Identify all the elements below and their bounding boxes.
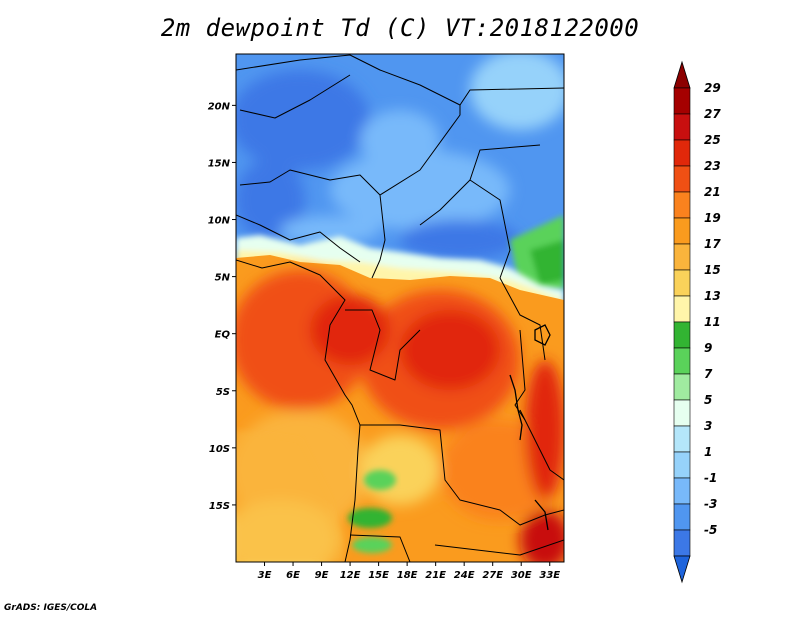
dewpoint-field <box>236 54 564 562</box>
colorbar-label-25: 25 <box>704 133 721 147</box>
lat-tick-label-15S: 15S <box>209 501 230 512</box>
colorbar-swatch-19 <box>673 217 691 245</box>
colorbar-label-19: 19 <box>704 211 721 225</box>
lat-tick-label-5N: 5N <box>215 273 231 284</box>
map-title: 2m dewpoint Td (C) VT:2018122000 <box>160 14 640 42</box>
colorbar-label-5: 5 <box>704 393 712 407</box>
colorbar-label-17: 17 <box>704 237 721 251</box>
colorbar-swatch-25 <box>673 139 691 167</box>
lon-tick-label-12E: 12E <box>340 570 361 581</box>
lat-tick-label-20N: 20N <box>208 101 231 112</box>
lon-tick-label-33E: 33E <box>539 570 560 581</box>
lon-tick-label-24E: 24E <box>454 570 475 581</box>
colorbar-swatch--5 <box>673 529 691 557</box>
colorbar-label-11: 11 <box>704 315 721 329</box>
colorbar-label-9: 9 <box>704 341 712 355</box>
colorbar-swatch-17 <box>673 243 691 271</box>
latitude-axis: 20N 15N 10N 5N EQ 5S 10S 15S <box>208 101 236 512</box>
lon-tick-label-3E: 3E <box>258 570 272 581</box>
colorbar-swatch-5 <box>673 399 691 427</box>
colorbar-bottom-arrow <box>673 555 691 584</box>
longitude-axis: 3E 6E 9E 12E 15E 18E 21E 24E 27E 30E 33E <box>258 562 560 581</box>
colorbar-swatch-21 <box>673 191 691 219</box>
lon-tick-label-30E: 30E <box>511 570 532 581</box>
colorbar-label-27: 27 <box>704 107 721 121</box>
colorbar-top-arrow <box>673 60 691 89</box>
lat-tick-label-15N: 15N <box>208 158 231 169</box>
colorbar-label-23: 23 <box>704 159 721 173</box>
lon-tick-label-15E: 15E <box>368 570 389 581</box>
grads-credit: GrADS: IGES/COLA <box>4 603 98 613</box>
colorbar-label-1: 1 <box>704 445 712 459</box>
colorbar-label-7: 7 <box>704 367 713 381</box>
colorbar-swatch-9 <box>673 347 691 375</box>
colorbar-label--1: -1 <box>704 471 717 485</box>
lat-tick-label-EQ: EQ <box>215 330 231 341</box>
lat-tick-label-5S: 5S <box>216 387 230 398</box>
colorbar-label-21: 21 <box>704 185 721 199</box>
colorbar-label--3: -3 <box>704 497 717 511</box>
colorbar: 29 27 25 23 21 19 17 15 13 11 9 7 5 3 1 -1 -3 -5 <box>673 60 721 584</box>
colorbar-swatch-3 <box>673 425 691 453</box>
colorbar-swatch--1 <box>673 477 691 505</box>
colorbar-swatch-15 <box>673 269 691 297</box>
lon-tick-label-18E: 18E <box>397 570 418 581</box>
colorbar-label-29: 29 <box>704 81 721 95</box>
lon-tick-label-21E: 21E <box>425 570 446 581</box>
colorbar-swatch-29 <box>673 87 691 115</box>
colorbar-swatch--3 <box>673 503 691 531</box>
colorbar-swatch-1 <box>673 451 691 479</box>
lat-tick-label-10N: 10N <box>208 216 231 227</box>
plot-frame <box>235 53 565 563</box>
lon-tick-label-9E: 9E <box>315 570 329 581</box>
lon-tick-label-27E: 27E <box>482 570 503 581</box>
lon-tick-label-6E: 6E <box>286 570 300 581</box>
colorbar-swatch-11 <box>673 321 691 349</box>
colorbar-swatch-23 <box>673 165 691 193</box>
colorbar-swatch-13 <box>673 295 691 323</box>
colorbar-label-3: 3 <box>704 419 712 433</box>
lat-tick-label-10S: 10S <box>209 444 230 455</box>
colorbar-label-13: 13 <box>704 289 721 303</box>
colorbar-swatch-27 <box>673 113 691 141</box>
colorbar-label--5: -5 <box>704 523 717 537</box>
colorbar-swatch-7 <box>673 373 691 401</box>
colorbar-label-15: 15 <box>704 263 721 277</box>
